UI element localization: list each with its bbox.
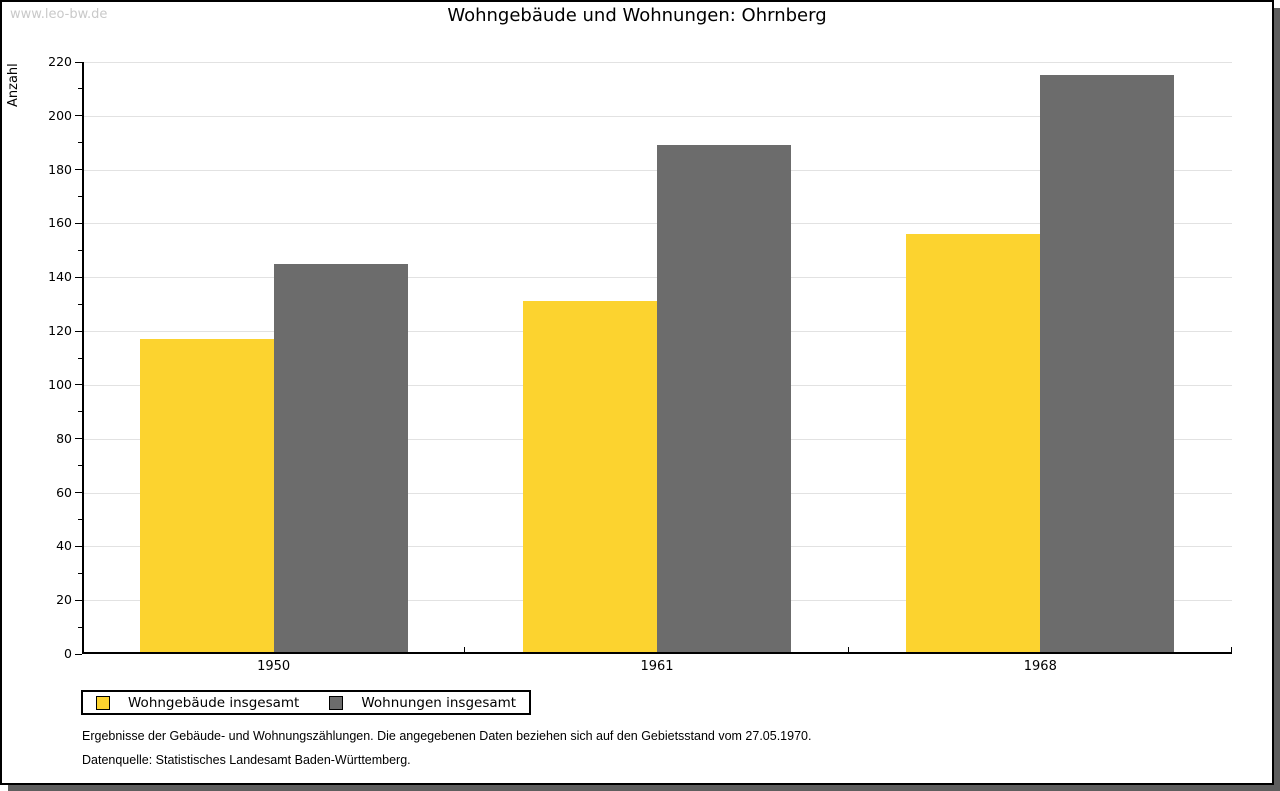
y-minor-tick-110 [78,357,82,359]
y-major-tick-60 [75,492,82,494]
window-shadow-right [1274,8,1280,785]
bar-1950-series-2 [273,263,408,654]
x-boundary-tick-2 [847,647,849,654]
y-major-tick-200 [75,115,82,117]
bar-1961-series-2 [657,145,791,654]
x-boundary-tick-1 [464,647,466,654]
y-major-tick-220 [75,61,82,63]
y-major-tick-120 [75,330,82,332]
y-major-tick-100 [75,384,82,386]
y-tick-label-80: 80 [56,430,72,446]
y-minor-tick-130 [78,303,82,305]
footnote-line-1: Ergebnisse der Gebäude- und Wohnungszähl… [82,729,812,743]
legend-entry-1: Wohngebäude insgesamt [96,695,299,711]
y-major-tick-80 [75,438,82,440]
legend-label-1: Wohngebäude insgesamt [128,694,300,711]
x-axis-line [82,652,1232,654]
legend: Wohngebäude insgesamt Wohnungen insgesamt [81,690,532,715]
x-category-label-1950: 1950 [257,659,291,674]
y-axis-title: Anzahl [6,63,21,107]
legend-swatch-2 [329,695,344,710]
x-category-label-1961: 1961 [640,659,674,674]
y-axis-line [82,62,84,654]
gridline-y-200 [82,115,1232,117]
y-major-tick-140 [75,276,82,278]
y-minor-tick-210 [78,88,82,90]
y-tick-label-200: 200 [48,107,72,123]
y-tick-label-60: 60 [56,484,72,500]
y-minor-tick-190 [78,142,82,144]
y-tick-label-180: 180 [48,161,72,177]
watermark: www.leo-bw.de [10,7,108,22]
bar-1950-series-1 [139,339,274,654]
x-boundary-tick-3 [1231,647,1232,654]
y-tick-label-220: 220 [48,54,72,69]
y-minor-tick-150 [78,249,82,251]
y-minor-tick-170 [78,196,82,198]
y-tick-label-160: 160 [48,215,72,231]
y-minor-tick-70 [78,465,82,467]
y-major-tick-180 [75,169,82,171]
legend-label-2: Wohnungen insgesamt [361,694,517,711]
legend-swatch-1 [96,695,110,710]
y-major-tick-160 [75,222,82,224]
bar-1961-series-1 [523,301,657,654]
y-minor-tick-30 [78,572,82,574]
chart-title: Wohngebäude und Wohnungen: Ohrnberg [447,5,827,26]
y-tick-label-100: 100 [48,376,72,392]
y-major-tick-20 [75,599,82,601]
y-minor-tick-90 [78,411,82,413]
gridline-y-220 [82,62,1232,63]
window-shadow-bottom [8,785,1280,791]
y-major-tick-0 [75,653,82,655]
y-minor-tick-10 [78,626,82,628]
y-tick-label-140: 140 [48,269,72,285]
y-tick-label-0: 0 [64,646,72,661]
y-tick-label-20: 20 [56,592,72,608]
y-tick-label-40: 40 [56,538,72,554]
y-major-tick-40 [75,545,82,547]
plot-area: 0 20 40 60 80 100 120 140 160 180 200 220 1950 1961 19… [48,55,1232,674]
footnote-line-2: Datenquelle: Statistisches Landesamt Bad… [82,753,411,767]
y-tick-label-120: 120 [48,323,72,339]
legend-entry-2: Wohnungen insgesamt [329,695,516,711]
bar-1968-series-2 [1040,75,1175,654]
bar-1968-series-1 [906,234,1041,654]
y-minor-tick-50 [78,518,82,520]
x-category-label-1968: 1968 [1023,659,1057,674]
